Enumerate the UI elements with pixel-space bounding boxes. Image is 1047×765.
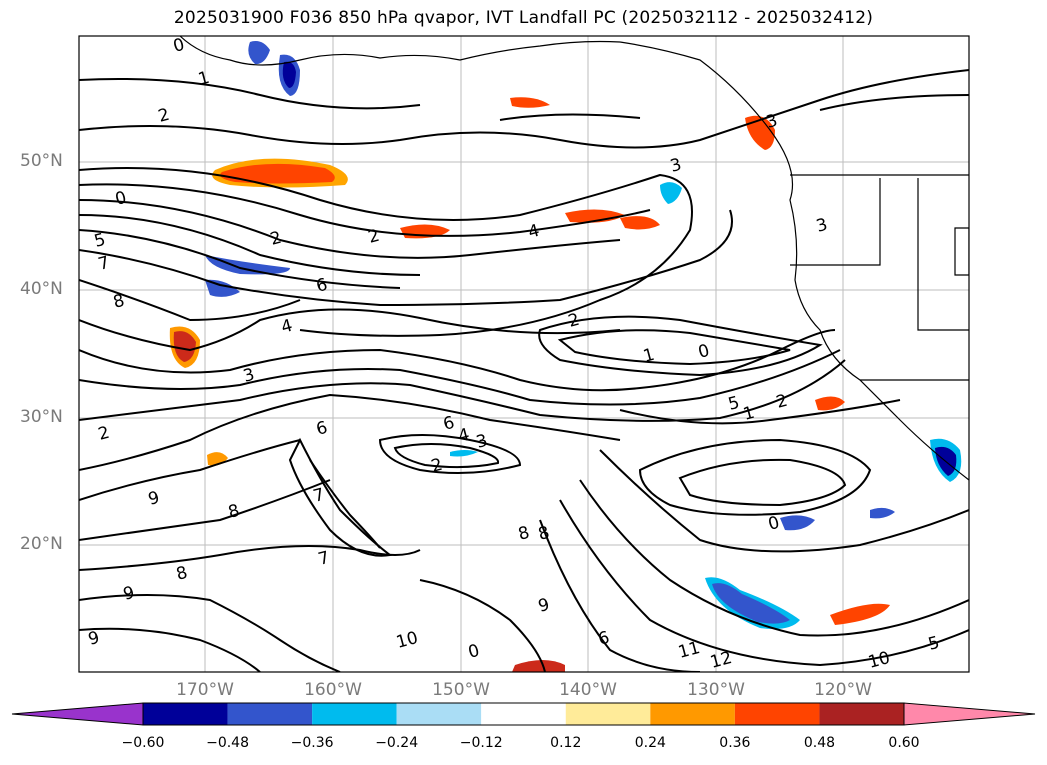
contour-label: 8 xyxy=(174,563,190,585)
contour-label: 6 xyxy=(314,275,330,297)
contour-label: 5 xyxy=(92,230,108,252)
contour-label: 12 xyxy=(708,648,734,673)
colorbar-segment xyxy=(312,703,397,725)
lat-label: 30°N xyxy=(20,407,63,427)
graticule xyxy=(79,36,969,672)
colorbar-tick-label: 0.48 xyxy=(803,735,836,751)
colorbar-segment xyxy=(396,703,482,725)
contour-label: 5 xyxy=(726,393,742,415)
lon-label: 130°W xyxy=(687,680,745,700)
contour-label: 7 xyxy=(311,485,327,507)
contour-label: 9 xyxy=(121,583,137,605)
colorbar-segment xyxy=(565,703,651,725)
contour-label: 4 xyxy=(526,221,542,243)
contour-label: 8 xyxy=(111,291,127,313)
contour-label: 2 xyxy=(96,423,112,445)
contour-label: 2 xyxy=(366,226,382,248)
contour-label: 1 xyxy=(741,403,757,425)
colorbar-tick-label: 0.60 xyxy=(888,735,920,751)
colorbar-tick-label: −0.12 xyxy=(459,735,503,751)
contour-label: 7 xyxy=(316,548,332,570)
contour-label: 4 xyxy=(456,425,472,447)
contour-label: 2 xyxy=(774,391,790,413)
map-frame xyxy=(78,35,970,673)
contour-label: 2 xyxy=(566,310,582,332)
contour-label: 0 xyxy=(113,188,129,210)
contour-label: 2 xyxy=(268,228,284,250)
colorbar-segment xyxy=(650,703,735,725)
lon-label: 150°W xyxy=(432,680,490,700)
contour-label: 0 xyxy=(696,341,712,363)
contour-label: 3 xyxy=(241,365,257,387)
contour-label: 10 xyxy=(866,648,892,673)
contour-label: 8 xyxy=(536,523,552,545)
lon-label: 170°W xyxy=(176,680,234,700)
colorbar-extend-low xyxy=(11,702,144,726)
contour-label: 3 xyxy=(764,111,780,133)
contour-label: 9 xyxy=(536,595,552,617)
colorbar-segment xyxy=(227,703,313,725)
contour-label: 8 xyxy=(516,523,532,545)
colorbar xyxy=(11,702,1036,726)
ivt-contours xyxy=(79,69,969,672)
contour-label: 2 xyxy=(156,105,172,127)
colorbar-tick-label: −0.48 xyxy=(206,735,249,751)
lon-label: 160°W xyxy=(304,680,362,700)
contour-label: 6 xyxy=(314,418,330,440)
lat-label: 40°N xyxy=(20,279,63,299)
colorbar-frame xyxy=(142,702,905,726)
lat-label: 50°N xyxy=(20,151,63,171)
colorbar-tick-label: −0.60 xyxy=(121,735,165,751)
contour-label: 0 xyxy=(466,641,482,663)
contour-label: 1 xyxy=(641,345,657,367)
lat-label: 20°N xyxy=(20,534,63,554)
colorbar-segment xyxy=(819,703,904,725)
colorbar-tick-label: −0.36 xyxy=(290,735,334,751)
lon-label: 120°W xyxy=(814,680,872,700)
contour-label: 6 xyxy=(441,413,457,435)
contour-label: 5 xyxy=(926,633,942,655)
contour-label: 8 xyxy=(226,501,242,523)
colorbar-extend-high xyxy=(903,702,1036,726)
contour-label: 9 xyxy=(86,628,102,650)
contour-label: 7 xyxy=(96,253,112,275)
contour-label: 6 xyxy=(596,628,612,650)
map-title: 2025031900 F036 850 hPa qvapor, IVT Land… xyxy=(173,8,874,28)
lon-label: 140°W xyxy=(559,680,617,700)
colorbar-tick-label: −0.24 xyxy=(375,735,419,751)
contour-label: 1 xyxy=(196,68,212,90)
contour-label: 3 xyxy=(814,215,830,237)
contour-label: 2 xyxy=(429,455,445,477)
contour-label: 3 xyxy=(668,155,684,177)
colorbar-segment xyxy=(734,703,820,725)
contour-label: 9 xyxy=(146,488,162,510)
contour-label: 3 xyxy=(474,431,490,453)
colorbar-tick-label: 0.24 xyxy=(634,735,666,751)
colorbar-tick-label: 0.12 xyxy=(550,735,582,751)
contour-label: 0 xyxy=(766,513,782,535)
coastlines xyxy=(179,36,969,481)
contour-label: 0 xyxy=(171,35,187,57)
contour-label: 4 xyxy=(279,316,295,338)
colorbar-segment xyxy=(143,703,228,725)
colorbar-segment xyxy=(481,703,566,725)
colorbar-tick-label: 0.36 xyxy=(719,735,751,751)
